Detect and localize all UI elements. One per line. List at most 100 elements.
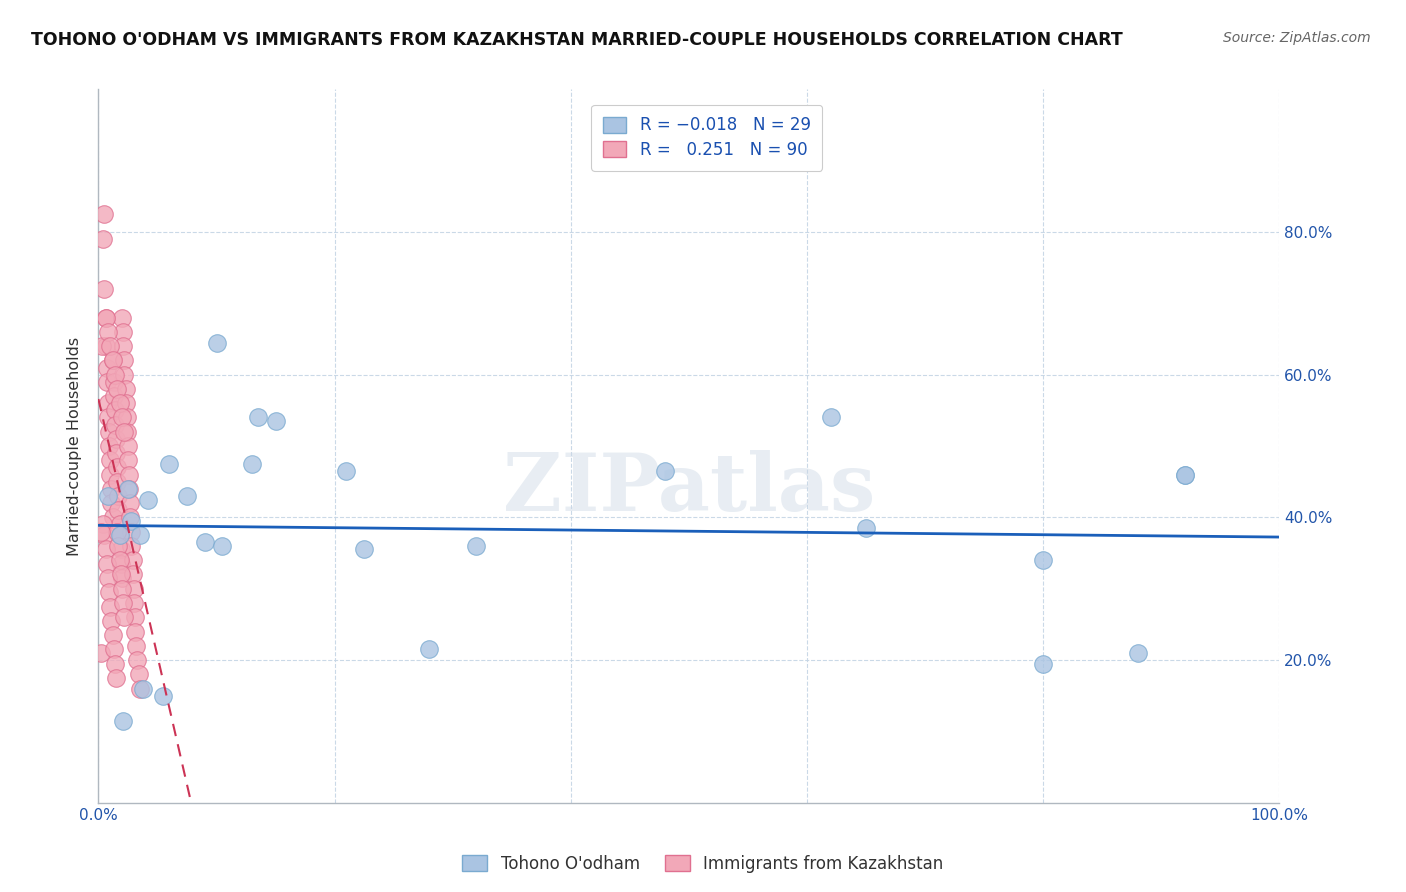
Point xyxy=(108,517,131,532)
Point xyxy=(118,467,141,482)
Point xyxy=(654,464,676,478)
Point xyxy=(1032,657,1054,671)
Point xyxy=(120,496,142,510)
Point xyxy=(820,410,842,425)
Point xyxy=(1032,553,1054,567)
Point xyxy=(194,535,217,549)
Point xyxy=(105,460,128,475)
Point xyxy=(124,624,146,639)
Point xyxy=(128,528,150,542)
Point xyxy=(91,232,114,246)
Point xyxy=(105,446,128,460)
Point xyxy=(121,567,143,582)
Point xyxy=(94,310,117,325)
Point xyxy=(111,582,134,596)
Point xyxy=(122,582,145,596)
Point xyxy=(246,410,269,425)
Point xyxy=(108,528,131,542)
Point xyxy=(100,482,122,496)
Text: TOHONO O'ODHAM VS IMMIGRANTS FROM KAZAKHSTAN MARRIED-COUPLE HOUSEHOLDS CORRELATI: TOHONO O'ODHAM VS IMMIGRANTS FROM KAZAKH… xyxy=(31,31,1122,49)
Point xyxy=(97,396,120,410)
Point xyxy=(264,414,287,428)
Point xyxy=(127,653,149,667)
Point xyxy=(110,557,132,571)
Point xyxy=(111,310,134,325)
Point xyxy=(1174,467,1197,482)
Point xyxy=(128,667,150,681)
Point xyxy=(98,425,121,439)
Point xyxy=(418,642,440,657)
Point xyxy=(117,482,139,496)
Point xyxy=(98,599,121,614)
Point xyxy=(90,646,112,660)
Point xyxy=(121,539,143,553)
Point xyxy=(1126,646,1149,660)
Point xyxy=(117,439,139,453)
Point xyxy=(103,389,125,403)
Point xyxy=(112,425,135,439)
Point xyxy=(112,610,135,624)
Point xyxy=(112,368,135,382)
Point xyxy=(107,539,129,553)
Point xyxy=(101,353,124,368)
Point xyxy=(104,368,127,382)
Legend: Tohono O'odham, Immigrants from Kazakhstan: Tohono O'odham, Immigrants from Kazakhst… xyxy=(456,848,950,880)
Point xyxy=(108,553,131,567)
Point xyxy=(94,542,117,557)
Point xyxy=(111,410,134,425)
Point xyxy=(121,553,143,567)
Point xyxy=(108,528,131,542)
Point xyxy=(105,671,128,685)
Point xyxy=(107,503,129,517)
Point xyxy=(122,596,145,610)
Point xyxy=(120,510,142,524)
Point xyxy=(96,557,118,571)
Point xyxy=(112,325,135,339)
Point xyxy=(136,492,159,507)
Point xyxy=(205,335,228,350)
Point xyxy=(121,514,143,528)
Point xyxy=(112,596,135,610)
Point xyxy=(93,528,115,542)
Point xyxy=(91,517,114,532)
Point xyxy=(104,657,127,671)
Point xyxy=(353,542,375,557)
Point xyxy=(114,382,136,396)
Point xyxy=(111,571,134,585)
Text: ZIPatlas: ZIPatlas xyxy=(503,450,875,528)
Point xyxy=(121,524,143,539)
Point xyxy=(124,610,146,624)
Point xyxy=(101,353,124,368)
Point xyxy=(98,453,121,467)
Point xyxy=(105,524,128,539)
Point xyxy=(104,403,127,417)
Point xyxy=(240,457,263,471)
Point xyxy=(114,396,136,410)
Point xyxy=(132,681,155,696)
Point xyxy=(93,207,115,221)
Point xyxy=(112,714,135,728)
Point xyxy=(125,639,148,653)
Point xyxy=(103,375,125,389)
Point xyxy=(101,510,124,524)
Point xyxy=(91,339,114,353)
Point xyxy=(1174,467,1197,482)
Point xyxy=(157,457,180,471)
Text: Source: ZipAtlas.com: Source: ZipAtlas.com xyxy=(1223,31,1371,45)
Point xyxy=(107,489,129,503)
Point xyxy=(105,382,128,396)
Point xyxy=(855,521,877,535)
Point xyxy=(100,496,122,510)
Point xyxy=(97,571,120,585)
Point xyxy=(105,475,128,489)
Point xyxy=(97,325,120,339)
Point xyxy=(94,339,117,353)
Point xyxy=(110,542,132,557)
Point xyxy=(93,282,115,296)
Point xyxy=(110,567,132,582)
Y-axis label: Married-couple Households: Married-couple Households xyxy=(67,336,83,556)
Point xyxy=(103,642,125,657)
Point xyxy=(96,360,118,375)
Point xyxy=(108,396,131,410)
Point xyxy=(128,681,150,696)
